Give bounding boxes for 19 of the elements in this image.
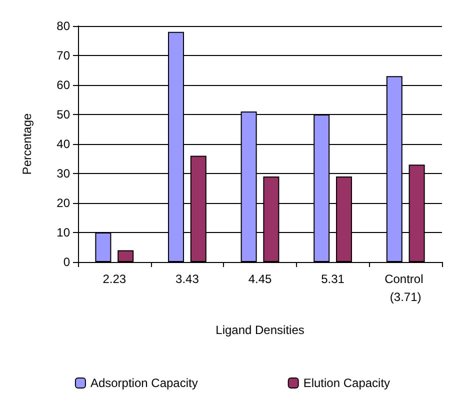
x-axis-title: Ligand Densities [216,323,304,337]
y-axis-title: Percentage [20,112,34,175]
x-tick-label: 2.23 [102,272,126,286]
y-tick-label: 50 [56,108,70,122]
y-tick-label: 10 [56,226,70,240]
y-tick-label: 80 [56,19,70,33]
legend-label: Elution Capacity [303,376,390,390]
y-tick-label: 20 [56,196,70,210]
x-tick-label: Control (3.71) [384,272,427,304]
x-tick-label: 3.43 [176,272,200,286]
bar [118,250,134,262]
y-tick-label: 60 [56,78,70,92]
legend-label: Adsorption Capacity [90,376,198,390]
x-tick-label: 4.45 [248,272,272,286]
y-tick-label: 30 [56,166,70,180]
x-tick-label: 5.31 [321,272,345,286]
y-tick-label: 40 [56,137,70,151]
y-tick-label: 70 [56,48,70,62]
y-tick-label: 0 [63,255,70,269]
